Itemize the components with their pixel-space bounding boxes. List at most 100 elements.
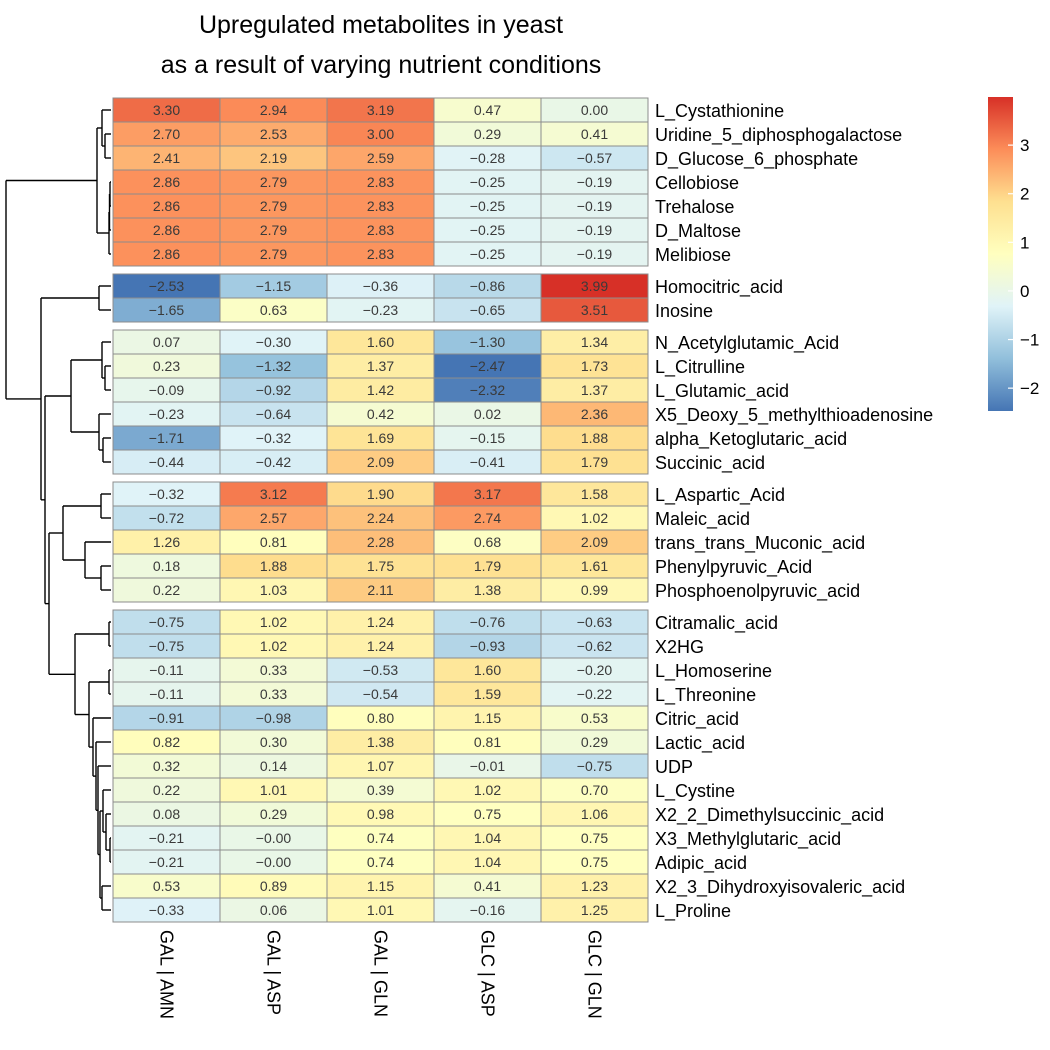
heatmap-cell [326,873,435,899]
heatmap-cell [112,729,221,755]
row-label: L_Threonine [655,685,756,706]
cell-value-label: 1.24 [367,638,394,654]
cell-value-label: −2.32 [470,382,506,398]
cell-value-label: −0.21 [149,830,185,846]
cell-value-label: 0.99 [581,582,608,598]
cell-value-label: 1.07 [367,758,394,774]
legend-tick-label: 2 [1020,185,1029,204]
row-label: X2HG [655,637,704,657]
cell-value-label: 1.38 [367,734,394,750]
cell-value-label: −0.63 [577,614,613,630]
cell-value-label: 0.74 [367,854,394,870]
row-label: N_Acetylglutamic_Acid [655,333,839,354]
heatmap-cell [433,801,542,827]
cell-value-label: 1.01 [367,902,394,918]
cell-value-label: −0.72 [149,510,185,526]
cell-value-label: 1.26 [153,534,180,550]
cell-value-label: 2.74 [474,510,501,526]
cell-value-label: 0.39 [367,782,394,798]
row-label: Succinic_acid [655,453,765,474]
cell-value-label: 0.08 [153,806,180,822]
heatmap-cell [540,481,649,507]
heatmap-cell [219,193,328,219]
heatmap-cell [540,401,649,427]
heatmap-cell [112,577,221,603]
heatmap-cell [219,425,328,451]
cell-value-label: −1.32 [256,358,292,374]
heatmap-cell [326,169,435,195]
heatmap-cell [326,529,435,555]
cell-value-label: 2.83 [367,174,394,190]
cell-value-label: 1.04 [474,830,501,846]
cell-value-label: 1.90 [367,486,394,502]
cell-value-label: 0.22 [153,782,180,798]
heatmap-cell [433,609,542,635]
cell-value-label: −0.62 [577,638,613,654]
heatmap-cell [433,217,542,243]
cell-value-label: 1.01 [260,782,287,798]
row-label: L_Glutamic_acid [655,381,789,402]
row-label: Trehalose [655,197,734,217]
heatmap-cell [326,217,435,243]
heatmap-cell [540,873,649,899]
cell-value-label: 0.82 [153,734,180,750]
cell-value-label: 1.02 [474,782,501,798]
row-label: Inosine [655,301,713,321]
heatmap-cell [112,705,221,731]
cell-value-label: 2.83 [367,222,394,238]
cell-value-label: −0.64 [256,406,292,422]
heatmap-cell [540,897,649,923]
cell-value-label: 2.41 [153,150,180,166]
heatmap-cell [540,297,649,323]
heatmap-cell [326,401,435,427]
heatmap-cell [540,529,649,555]
heatmap-cell [219,505,328,531]
row-label: Maleic_acid [655,509,750,530]
cell-value-label: −0.36 [363,278,399,294]
heatmap-cell [326,849,435,875]
heatmap-cell [433,121,542,147]
cell-value-label: 1.06 [581,806,608,822]
cell-value-label: −0.76 [470,614,506,630]
heatmap-cell [540,449,649,475]
row-label: L_Homoserine [655,661,772,682]
heatmap-cell [219,169,328,195]
heatmap-cell [433,553,542,579]
heatmap-cell [112,825,221,851]
cell-value-label: 1.60 [367,334,394,350]
cell-value-label: −0.09 [149,382,185,398]
cell-value-label: 2.09 [581,534,608,550]
row-label: Homocitric_acid [655,277,783,298]
cell-value-label: −0.28 [470,150,506,166]
cell-value-label: −0.65 [470,302,506,318]
legend-tick-label: −2 [1020,379,1039,398]
heatmap-cell [433,377,542,403]
row-label: alpha_Ketoglutaric_acid [655,429,847,450]
cell-value-label: 0.41 [474,878,501,894]
heatmap-cell [326,425,435,451]
cell-value-label: −0.92 [256,382,292,398]
cell-value-label: −0.93 [470,638,506,654]
heatmap-cell [540,241,649,267]
cell-value-label: −0.54 [363,686,399,702]
row-label: L_Cystine [655,781,735,802]
cell-value-label: −0.75 [149,638,185,654]
row-label: L_Citrulline [655,357,745,378]
cell-value-label: 1.23 [581,878,608,894]
cell-value-label: 0.41 [581,126,608,142]
heatmap-cell [219,849,328,875]
cell-value-label: 0.29 [474,126,501,142]
heatmap-cell [326,753,435,779]
cell-value-label: 0.07 [153,334,180,350]
cell-value-label: −0.25 [470,174,506,190]
heatmap-cell [112,529,221,555]
heatmap-cell [112,217,221,243]
cell-value-label: 2.53 [260,126,287,142]
cell-value-label: 2.86 [153,174,180,190]
heatmap-cell [112,377,221,403]
cell-value-label: 3.99 [581,278,608,294]
row-label: X2_2_Dimethylsuccinic_acid [655,805,884,826]
cell-value-label: −0.98 [256,710,292,726]
legend-tick-label: 3 [1020,136,1029,155]
